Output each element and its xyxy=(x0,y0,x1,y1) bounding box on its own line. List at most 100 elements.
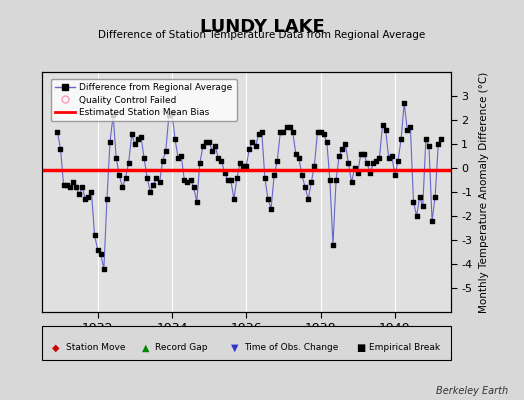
Point xyxy=(335,153,343,159)
Point xyxy=(363,160,371,166)
Point xyxy=(252,143,260,150)
Point xyxy=(273,158,281,164)
Point xyxy=(165,112,173,118)
Point xyxy=(143,174,151,181)
Point xyxy=(96,251,105,258)
Point xyxy=(140,155,148,162)
Point xyxy=(245,146,254,152)
Point xyxy=(106,138,114,145)
Point xyxy=(53,129,62,135)
Text: ▼: ▼ xyxy=(231,343,238,353)
Point xyxy=(161,148,170,154)
Point xyxy=(199,143,207,150)
Point xyxy=(406,124,414,130)
Point xyxy=(78,184,86,190)
Point xyxy=(270,172,278,178)
Text: Record Gap: Record Gap xyxy=(155,344,207,352)
Text: ■: ■ xyxy=(356,343,366,353)
Point xyxy=(400,100,408,106)
Point xyxy=(208,148,216,154)
Point xyxy=(56,146,64,152)
Point xyxy=(242,162,250,169)
Point xyxy=(190,184,198,190)
Point xyxy=(260,174,269,181)
Point xyxy=(233,174,241,181)
Text: Station Move: Station Move xyxy=(66,344,125,352)
Point xyxy=(112,155,121,162)
Point xyxy=(397,136,405,142)
Point xyxy=(195,160,204,166)
Point xyxy=(347,179,356,186)
Point xyxy=(224,177,232,183)
Point xyxy=(202,138,210,145)
Point xyxy=(248,138,257,145)
Point xyxy=(294,155,303,162)
Point xyxy=(286,124,294,130)
Point xyxy=(320,131,328,138)
Point xyxy=(214,155,223,162)
Point xyxy=(168,110,176,116)
Point xyxy=(412,213,421,219)
Point xyxy=(149,182,158,188)
Point xyxy=(152,174,161,181)
Point xyxy=(279,129,288,135)
Point xyxy=(360,150,368,157)
Text: ▲: ▲ xyxy=(141,343,149,353)
Text: Time of Obs. Change: Time of Obs. Change xyxy=(244,344,338,352)
Point xyxy=(425,143,433,150)
Point xyxy=(391,172,399,178)
Point xyxy=(316,129,325,135)
Point xyxy=(422,136,430,142)
Point xyxy=(431,194,439,200)
Point xyxy=(304,196,312,202)
Point xyxy=(62,182,71,188)
Point xyxy=(134,136,142,142)
Point xyxy=(344,160,353,166)
Point xyxy=(341,141,350,147)
Point xyxy=(416,194,424,200)
Point xyxy=(357,150,365,157)
Text: Berkeley Earth: Berkeley Earth xyxy=(436,386,508,396)
Text: ◆: ◆ xyxy=(52,343,60,353)
Point xyxy=(221,170,229,176)
Point xyxy=(75,191,83,198)
Point xyxy=(310,162,319,169)
Point xyxy=(103,196,111,202)
Point xyxy=(72,184,80,190)
Point xyxy=(59,182,68,188)
Point xyxy=(239,162,247,169)
Point xyxy=(211,143,220,150)
Point xyxy=(276,129,285,135)
Point xyxy=(369,160,377,166)
Point xyxy=(124,160,133,166)
Text: Difference of Station Temperature Data from Regional Average: Difference of Station Temperature Data f… xyxy=(99,30,425,40)
Point xyxy=(69,179,77,186)
Legend: Difference from Regional Average, Quality Control Failed, Estimated Station Mean: Difference from Regional Average, Qualit… xyxy=(50,79,237,121)
Point xyxy=(375,155,384,162)
Point xyxy=(323,138,331,145)
Point xyxy=(385,155,393,162)
Point xyxy=(372,158,380,164)
Point xyxy=(115,172,124,178)
Point xyxy=(174,155,182,162)
Point xyxy=(100,266,108,272)
Y-axis label: Monthly Temperature Anomaly Difference (°C): Monthly Temperature Anomaly Difference (… xyxy=(479,71,489,313)
Point xyxy=(313,129,322,135)
Point xyxy=(118,184,127,190)
Point xyxy=(409,198,418,205)
Point xyxy=(217,158,226,164)
Point xyxy=(258,129,266,135)
Point xyxy=(301,184,309,190)
Point xyxy=(93,246,102,253)
Point xyxy=(434,141,442,147)
Point xyxy=(289,129,297,135)
Point xyxy=(329,242,337,248)
Point xyxy=(255,131,263,138)
Point xyxy=(187,177,195,183)
Point xyxy=(282,124,291,130)
Point xyxy=(192,198,201,205)
Point xyxy=(171,136,179,142)
Point xyxy=(366,170,374,176)
Point xyxy=(146,189,155,195)
Point xyxy=(236,160,244,166)
